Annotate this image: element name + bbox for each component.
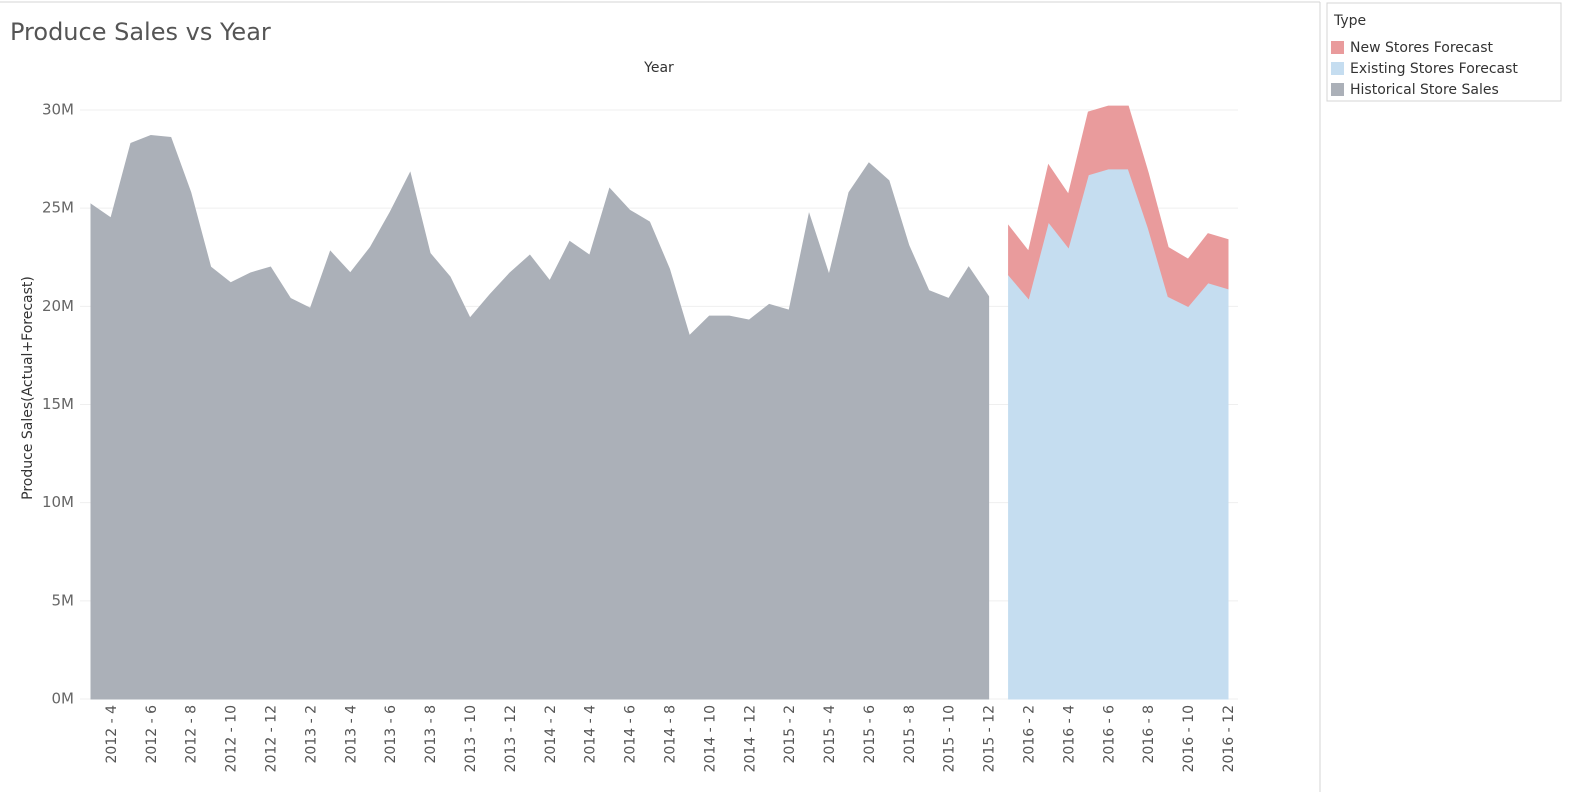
x-tick-label: 2015 - 12 [982, 705, 998, 772]
x-tick-label: 2013 - 12 [503, 705, 519, 772]
y-tick-label: 10M [42, 493, 74, 511]
x-tick-label: 2012 - 10 [224, 705, 240, 772]
x-tick-label: 2014 - 8 [662, 705, 678, 764]
area [1008, 105, 1229, 307]
x-tick-label: 2015 - 4 [822, 705, 838, 764]
x-tick-label: 2016 - 8 [1141, 705, 1157, 764]
legend-swatch [1331, 62, 1344, 75]
x-tick-label: 2014 - 6 [623, 705, 639, 764]
y-axis-title: Produce Sales(Actual+Forecast) [20, 276, 36, 500]
area [90, 135, 990, 700]
x-tick-label: 2016 - 2 [1022, 705, 1038, 764]
x-tick-label: 2015 - 10 [942, 705, 958, 772]
legend-swatch [1331, 41, 1344, 54]
x-tick-label: 2015 - 8 [902, 705, 918, 764]
legend-label: New Stores Forecast [1350, 40, 1493, 56]
y-tick-label: 25M [42, 199, 74, 217]
x-tick-label: 2014 - 10 [702, 705, 718, 772]
x-tick-label: 2013 - 10 [463, 705, 479, 772]
x-tick-label: 2013 - 4 [343, 705, 359, 764]
legend-swatch [1331, 83, 1344, 96]
x-tick-label: 2014 - 12 [742, 705, 758, 772]
y-tick-label: 0M [52, 690, 75, 708]
x-tick-label: 2013 - 2 [303, 705, 319, 764]
x-tick-label: 2015 - 6 [862, 705, 878, 764]
x-tick-label: 2016 - 12 [1221, 705, 1237, 772]
x-tick-label: 2012 - 6 [144, 705, 160, 764]
x-tick-label: 2014 - 2 [543, 705, 559, 764]
x-tick-label: 2015 - 2 [782, 705, 798, 764]
x-tick-label: 2012 - 8 [184, 705, 200, 764]
legend-title: Type [1333, 13, 1366, 29]
x-tick-label: 2016 - 6 [1101, 705, 1117, 764]
chart-title: Produce Sales vs Year [10, 18, 271, 46]
x-tick-label: 2013 - 8 [423, 705, 439, 764]
legend-label: Existing Stores Forecast [1350, 61, 1518, 77]
legend-label: Historical Store Sales [1350, 82, 1499, 98]
x-tick-label: 2016 - 4 [1061, 705, 1077, 764]
x-tick-label: 2012 - 4 [104, 705, 120, 764]
y-tick-label: 5M [52, 591, 75, 609]
x-axis-title: Year [643, 60, 674, 76]
x-tick-label: 2016 - 10 [1181, 705, 1197, 772]
y-tick-label: 30M [42, 101, 74, 119]
x-tick-label: 2014 - 4 [583, 705, 599, 764]
x-tick-label: 2013 - 6 [383, 705, 399, 764]
legend-box [1326, 2, 1562, 102]
x-tick-label: 2012 - 12 [264, 705, 280, 772]
y-tick-label: 20M [42, 297, 74, 315]
y-tick-label: 15M [42, 395, 74, 413]
